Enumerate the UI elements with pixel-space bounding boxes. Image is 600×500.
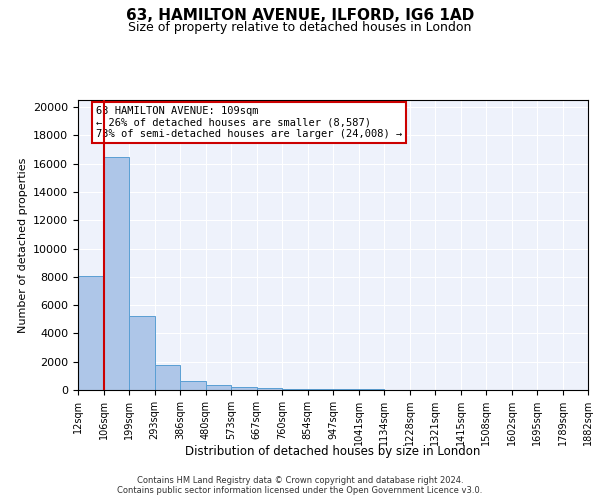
Bar bbox=[206, 385, 231, 390]
Text: 63 HAMILTON AVENUE: 109sqm
← 26% of detached houses are smaller (8,587)
73% of s: 63 HAMILTON AVENUE: 109sqm ← 26% of deta… bbox=[96, 106, 402, 139]
Bar bbox=[308, 389, 333, 390]
Text: 63, HAMILTON AVENUE, ILFORD, IG6 1AD: 63, HAMILTON AVENUE, ILFORD, IG6 1AD bbox=[126, 8, 474, 22]
Y-axis label: Number of detached properties: Number of detached properties bbox=[17, 158, 28, 332]
Bar bbox=[257, 388, 282, 390]
Bar bbox=[155, 365, 180, 390]
Bar bbox=[282, 388, 308, 390]
Text: Size of property relative to detached houses in London: Size of property relative to detached ho… bbox=[128, 21, 472, 34]
Bar bbox=[104, 156, 129, 390]
Text: Contains HM Land Registry data © Crown copyright and database right 2024.
Contai: Contains HM Land Registry data © Crown c… bbox=[118, 476, 482, 495]
Text: Distribution of detached houses by size in London: Distribution of detached houses by size … bbox=[185, 444, 481, 458]
Bar bbox=[180, 381, 206, 390]
Bar bbox=[78, 276, 104, 390]
Bar bbox=[129, 316, 155, 390]
Bar bbox=[231, 387, 257, 390]
